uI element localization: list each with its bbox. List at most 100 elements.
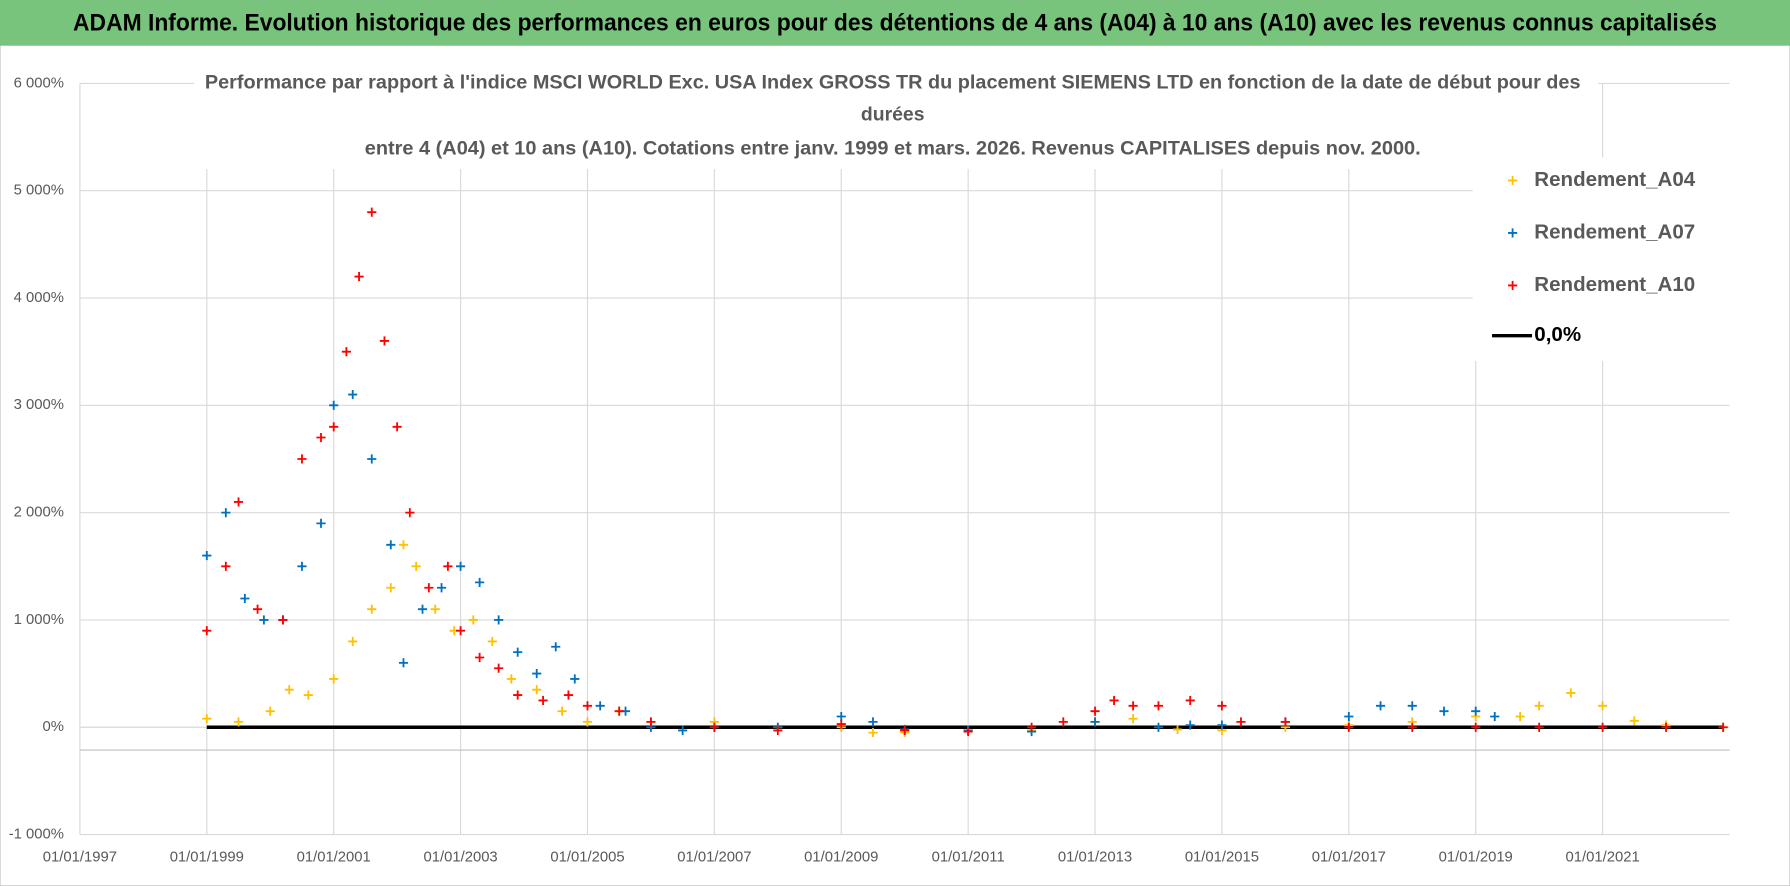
- point: [1407, 722, 1417, 732]
- y-tick-label: 0%: [42, 719, 63, 735]
- point: [1344, 711, 1354, 722]
- point: [678, 725, 688, 736]
- point: [1217, 701, 1227, 711]
- legend: Rendement_A04 Rendement_A07 Rendement_A10 0…: [1472, 157, 1730, 361]
- point: [233, 717, 244, 727]
- point: [252, 604, 263, 614]
- chart-title: durées: [861, 103, 925, 125]
- point: [570, 674, 580, 684]
- point: [614, 706, 624, 716]
- point: [868, 728, 878, 738]
- point: [595, 701, 605, 711]
- point: [551, 642, 561, 652]
- point: [494, 663, 504, 673]
- point: [265, 706, 275, 716]
- chart-title: Performance par rapport à l'indice MSCI …: [205, 72, 1581, 94]
- point: [424, 583, 434, 593]
- point: [436, 583, 447, 593]
- legend-label: 0,0%: [1534, 323, 1581, 346]
- point: [1718, 722, 1728, 732]
- point: [386, 583, 396, 593]
- point: [233, 497, 244, 507]
- point: [297, 561, 307, 571]
- legend-marker: [1508, 228, 1518, 238]
- x-tick-label: 01/01/2007: [677, 849, 751, 865]
- point: [557, 706, 567, 716]
- x-tick-label: 01/01/2021: [1565, 849, 1639, 865]
- point: [1629, 716, 1639, 726]
- point: [379, 336, 390, 346]
- point: [836, 719, 846, 729]
- point: [494, 615, 504, 625]
- point: [259, 615, 269, 625]
- point: [354, 271, 364, 282]
- point: [303, 690, 313, 700]
- point: [316, 432, 326, 443]
- point: [367, 454, 377, 464]
- point: [1090, 706, 1100, 716]
- y-tick-label: 1 000%: [14, 612, 64, 628]
- legend-label: Rendement_A04: [1534, 168, 1695, 191]
- point: [1153, 701, 1164, 711]
- point: [1375, 701, 1386, 711]
- point: [1153, 722, 1164, 732]
- y-tick-label: 3 000%: [14, 397, 64, 413]
- y-tick-label: 6 000%: [14, 75, 64, 91]
- point: [1280, 717, 1290, 727]
- point: [868, 717, 878, 727]
- point: [341, 347, 351, 357]
- point: [329, 674, 339, 684]
- x-tick-label: 01/01/2015: [1185, 849, 1259, 865]
- point: [456, 626, 466, 636]
- point: [513, 647, 523, 657]
- legend-marker: [1508, 175, 1518, 186]
- point: [475, 577, 485, 587]
- header-bar: [0, 0, 1790, 46]
- point: [1027, 722, 1037, 732]
- x-tick-label: 01/01/2001: [297, 849, 371, 865]
- point: [1058, 717, 1068, 727]
- x-tick-label: 01/01/2005: [550, 849, 624, 865]
- y-tick-label: 2 000%: [14, 505, 64, 521]
- point: [1090, 717, 1100, 727]
- point: [443, 561, 453, 571]
- title-background: [194, 66, 1599, 170]
- point: [538, 695, 548, 705]
- point: [411, 561, 421, 571]
- point: [329, 422, 339, 432]
- point: [1566, 688, 1576, 698]
- point: [532, 669, 542, 679]
- y-tick-label: 5 000%: [14, 183, 64, 199]
- point: [348, 390, 358, 400]
- point: [468, 615, 478, 625]
- point: [316, 518, 326, 528]
- point: [1471, 722, 1481, 732]
- point: [773, 725, 783, 736]
- point: [963, 726, 973, 737]
- point: [367, 207, 377, 217]
- point: [1598, 722, 1608, 732]
- x-tick-label: 01/01/1999: [170, 849, 244, 865]
- point: [1515, 711, 1525, 722]
- point: [1439, 706, 1449, 716]
- point: [1490, 711, 1500, 722]
- point: [1534, 722, 1544, 732]
- point: [487, 636, 497, 646]
- point: [398, 658, 409, 668]
- point: [563, 690, 574, 700]
- point: [1471, 706, 1481, 716]
- legend-background: [1472, 157, 1730, 361]
- point: [582, 701, 593, 711]
- point: [329, 400, 339, 410]
- header-title: ADAM Informe. Evolution historique des p…: [73, 9, 1717, 36]
- point: [278, 615, 288, 625]
- chart-title: entre 4 (A04) et 10 ans (A10). Cotations…: [365, 138, 1421, 160]
- point: [430, 604, 440, 614]
- point: [417, 604, 428, 614]
- point: [646, 717, 656, 727]
- point: [1598, 701, 1608, 711]
- point: [1109, 695, 1119, 705]
- point: [532, 685, 542, 695]
- point: [506, 674, 516, 684]
